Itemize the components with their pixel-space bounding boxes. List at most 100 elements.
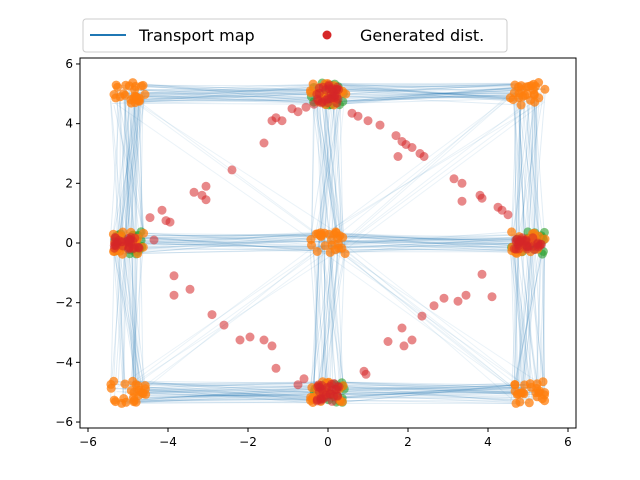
transport-line xyxy=(517,250,525,394)
transport-line xyxy=(514,232,519,394)
transport-line xyxy=(331,233,520,244)
transport-line xyxy=(312,386,538,399)
transport-line xyxy=(331,240,334,394)
transport-line xyxy=(132,100,140,253)
transport-line xyxy=(134,98,336,104)
transport-line xyxy=(143,240,332,255)
transport-line xyxy=(114,242,330,248)
transport-line xyxy=(328,235,341,402)
transport-line xyxy=(335,232,344,393)
transport-line xyxy=(136,97,334,105)
generated-point xyxy=(457,178,467,188)
transport-line xyxy=(338,233,534,245)
transport-line xyxy=(117,99,127,249)
transport-line xyxy=(514,251,543,385)
orange-sample-point xyxy=(320,241,330,251)
transport-line xyxy=(123,251,337,391)
transport-line xyxy=(338,94,525,103)
transport-line xyxy=(518,86,525,237)
transport-line xyxy=(327,252,336,383)
transport-line xyxy=(337,88,545,250)
orange-sample-point xyxy=(507,227,517,237)
orange-sample-point xyxy=(130,91,140,101)
orange-sample-point xyxy=(510,380,520,390)
generated-point xyxy=(334,382,344,392)
transport-line xyxy=(145,388,312,404)
transport-line xyxy=(114,90,343,97)
transport-line xyxy=(319,83,340,249)
transport-line xyxy=(519,252,541,403)
transport-line xyxy=(320,253,346,399)
transport-line xyxy=(126,97,138,247)
transport-line xyxy=(115,91,345,99)
transport-line xyxy=(115,85,145,235)
generated-point xyxy=(149,235,159,245)
transport-line xyxy=(509,252,530,403)
x-tick-label: 4 xyxy=(484,435,492,449)
transport-line xyxy=(121,392,328,404)
transport-line xyxy=(130,86,136,233)
transport-line xyxy=(515,93,532,242)
transport-line xyxy=(121,239,311,255)
transport-line xyxy=(314,102,337,232)
transport-line xyxy=(325,83,519,101)
transport-line xyxy=(314,100,545,240)
orange-sample-point xyxy=(330,245,340,255)
transport-line xyxy=(128,380,321,402)
transport-line xyxy=(320,252,346,391)
transport-line xyxy=(115,386,323,403)
transport-line xyxy=(316,84,526,253)
transport-line xyxy=(321,392,521,399)
transport-line xyxy=(323,233,326,396)
transport-line xyxy=(144,381,323,389)
generated-point xyxy=(293,107,303,117)
transport-line xyxy=(127,232,331,237)
transport-line xyxy=(323,95,541,100)
transport-line xyxy=(145,385,319,390)
transport-line xyxy=(113,231,127,401)
orange-sample-point xyxy=(532,383,542,393)
transport-line xyxy=(317,383,538,394)
transport-line xyxy=(133,245,137,403)
transport-line xyxy=(130,232,139,402)
orange-sample-point xyxy=(119,394,129,403)
transport-line xyxy=(523,236,537,394)
transport-line xyxy=(127,246,135,393)
transport-line xyxy=(123,85,132,248)
transport-line xyxy=(328,238,339,404)
transport-line xyxy=(323,96,343,234)
transport-line xyxy=(334,241,536,254)
legend-transport-label: Transport map xyxy=(138,26,255,45)
transport-line xyxy=(338,384,516,404)
transport-line xyxy=(322,92,520,103)
transport-line xyxy=(113,251,143,388)
transport-line xyxy=(336,235,521,249)
transport-line xyxy=(323,242,326,394)
generated-point xyxy=(245,332,255,342)
transport-line xyxy=(110,97,124,233)
orange-sample-point xyxy=(119,89,129,99)
transport-line xyxy=(535,238,543,393)
transport-line xyxy=(527,239,531,389)
transport-line xyxy=(528,233,533,398)
transport-line xyxy=(533,92,540,245)
transport-line xyxy=(145,393,334,398)
transport-line xyxy=(533,94,546,249)
generated-point xyxy=(201,195,211,205)
transport-line xyxy=(140,247,339,251)
orange-sample-point xyxy=(106,379,116,389)
generated-point xyxy=(391,131,401,141)
transport-line xyxy=(319,245,519,248)
transport-line xyxy=(136,241,335,243)
transport-line xyxy=(314,234,540,384)
transport-line xyxy=(144,233,319,237)
orange-sample-point xyxy=(524,398,534,408)
transport-line xyxy=(137,233,323,239)
transport-line xyxy=(119,89,135,233)
transport-line xyxy=(117,86,312,101)
transport-line xyxy=(334,388,545,396)
transport-line xyxy=(114,88,139,254)
transport-line xyxy=(535,86,539,245)
transport-line xyxy=(332,88,528,95)
transport-line xyxy=(313,399,517,404)
